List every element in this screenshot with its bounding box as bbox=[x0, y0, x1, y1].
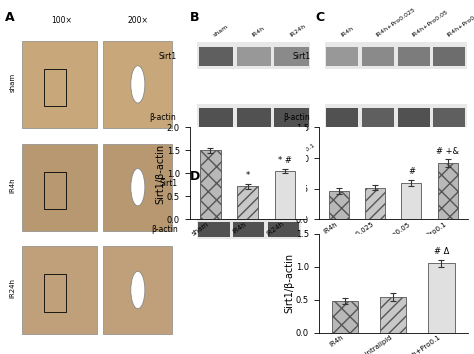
Text: A: A bbox=[5, 11, 14, 24]
Text: β-actin: β-actin bbox=[284, 113, 310, 122]
Bar bbox=[398, 47, 429, 66]
Bar bbox=[268, 222, 299, 237]
Bar bbox=[401, 183, 421, 219]
Bar bbox=[237, 108, 271, 127]
Ellipse shape bbox=[131, 66, 145, 103]
Bar bbox=[274, 108, 309, 127]
Text: IR4h+Pro0.1: IR4h+Pro0.1 bbox=[281, 143, 316, 169]
Bar bbox=[103, 144, 172, 231]
Bar bbox=[325, 104, 467, 130]
Bar bbox=[197, 104, 310, 130]
Bar bbox=[22, 41, 97, 128]
Bar bbox=[428, 263, 455, 333]
Bar bbox=[199, 47, 233, 66]
Text: IR4h+intralipid: IR4h+intralipid bbox=[246, 138, 288, 169]
Text: IR4h+Pro0.05: IR4h+Pro0.05 bbox=[410, 9, 449, 38]
Bar bbox=[199, 176, 230, 190]
Text: 200×: 200× bbox=[128, 16, 148, 25]
Y-axis label: Sirt1/β-actin: Sirt1/β-actin bbox=[284, 143, 294, 204]
Text: * #: * # bbox=[278, 156, 292, 165]
Ellipse shape bbox=[131, 271, 145, 309]
Text: # +&: # +& bbox=[436, 147, 459, 156]
Text: IR4h+Pro0.1: IR4h+Pro0.1 bbox=[446, 11, 474, 38]
Text: IR24h: IR24h bbox=[289, 23, 306, 38]
Bar bbox=[268, 176, 299, 190]
Bar bbox=[433, 47, 465, 66]
Text: C: C bbox=[315, 11, 324, 24]
Bar bbox=[380, 297, 406, 333]
Bar bbox=[327, 108, 358, 127]
Bar bbox=[332, 301, 358, 333]
Text: IR4h: IR4h bbox=[211, 157, 226, 169]
Bar bbox=[103, 41, 172, 128]
Bar bbox=[233, 222, 264, 237]
Bar bbox=[197, 42, 310, 69]
Bar bbox=[199, 108, 233, 127]
Text: Sirt1: Sirt1 bbox=[158, 52, 176, 61]
Y-axis label: Sirt1/β-actin: Sirt1/β-actin bbox=[155, 143, 165, 204]
Bar bbox=[328, 191, 348, 219]
Bar bbox=[233, 176, 264, 190]
Bar bbox=[433, 108, 465, 127]
Text: IR4h: IR4h bbox=[339, 26, 354, 38]
Y-axis label: Sirt1/β-actin: Sirt1/β-actin bbox=[284, 253, 294, 313]
Text: # Δ: # Δ bbox=[434, 247, 449, 256]
Text: IR4h+Pro0.025: IR4h+Pro0.025 bbox=[375, 7, 417, 38]
Bar bbox=[275, 171, 295, 219]
Bar bbox=[362, 108, 394, 127]
Text: sham: sham bbox=[213, 24, 230, 38]
Text: β-actin: β-actin bbox=[151, 225, 178, 234]
Text: 100×: 100× bbox=[51, 16, 72, 25]
Text: D: D bbox=[190, 170, 200, 183]
Bar bbox=[197, 172, 301, 193]
Bar bbox=[362, 47, 394, 66]
Bar bbox=[22, 246, 97, 333]
Text: IR4h: IR4h bbox=[251, 26, 265, 38]
Bar bbox=[44, 172, 66, 209]
Text: *: * bbox=[246, 171, 250, 180]
Bar bbox=[327, 47, 358, 66]
Bar bbox=[199, 222, 230, 237]
Bar bbox=[200, 150, 220, 219]
Bar bbox=[365, 188, 385, 219]
Text: Sirt1: Sirt1 bbox=[160, 179, 178, 188]
Bar bbox=[398, 108, 429, 127]
Bar bbox=[237, 47, 271, 66]
Text: sham: sham bbox=[10, 73, 16, 92]
Text: B: B bbox=[190, 11, 199, 24]
Bar bbox=[22, 144, 97, 231]
Text: IR24h: IR24h bbox=[10, 279, 16, 298]
Bar bbox=[44, 274, 66, 312]
Bar bbox=[274, 47, 309, 66]
Ellipse shape bbox=[131, 169, 145, 206]
Bar bbox=[44, 69, 66, 106]
Text: Sirt1: Sirt1 bbox=[292, 52, 310, 61]
Text: β-actin: β-actin bbox=[149, 113, 176, 122]
Bar bbox=[103, 246, 172, 333]
Bar bbox=[438, 163, 458, 219]
Bar bbox=[197, 219, 301, 239]
Bar bbox=[237, 186, 258, 219]
Bar bbox=[325, 42, 467, 69]
Text: #: # bbox=[408, 167, 415, 176]
Text: IR4h: IR4h bbox=[10, 178, 16, 193]
